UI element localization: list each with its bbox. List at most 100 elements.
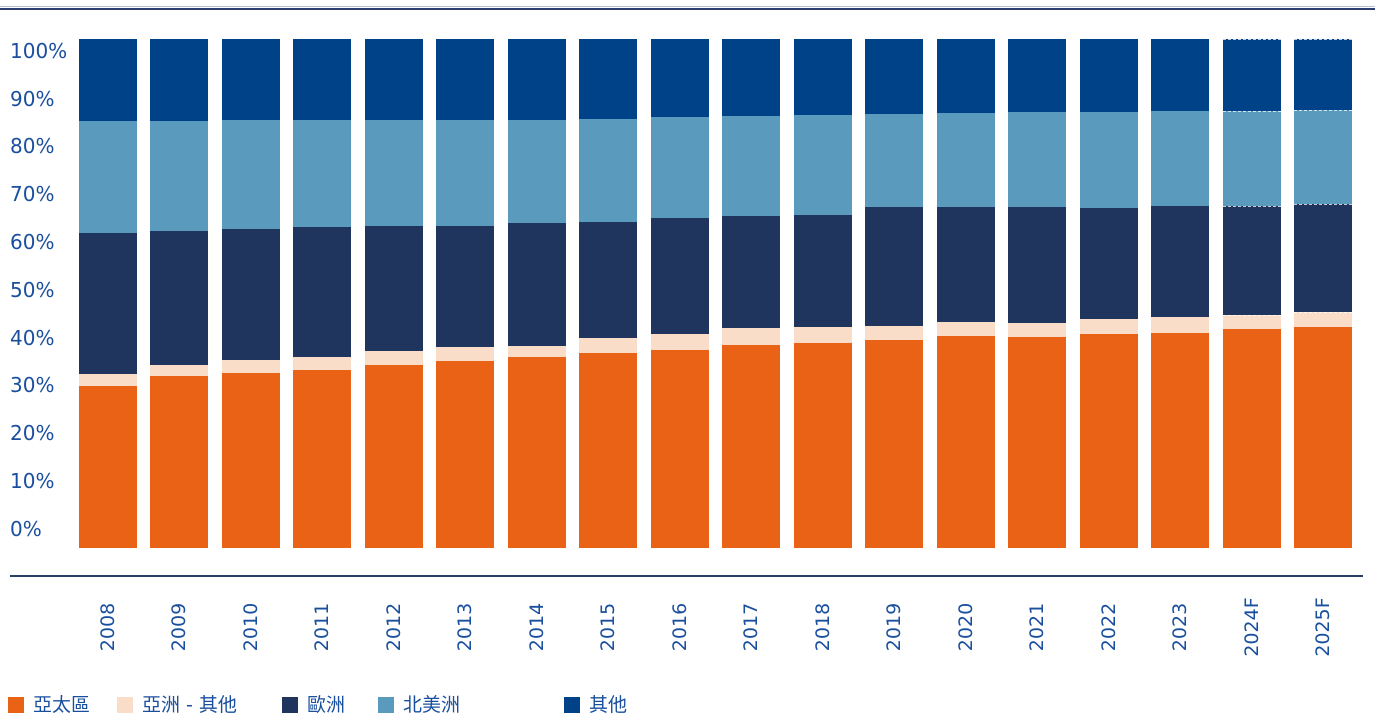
segment-asia-other [507,345,566,357]
segment-north-america [579,119,638,223]
segment-north-america [650,116,709,219]
bar-2020 [936,39,995,548]
legend-item-other: 其他 [564,694,627,716]
y-tick-label: 100% [10,38,68,63]
x-tick-label: 2012 [382,602,405,652]
segment-europe [507,223,566,346]
segment-asia-pacific [1222,329,1281,548]
segment-europe [579,222,638,339]
segment-asia-other [79,373,137,387]
segment-north-america [793,114,852,215]
legend-swatch-other [564,697,580,713]
segment-north-america [364,119,423,227]
legend: 亞太區 亞洲 - 其他 歐洲 北美洲 其他 [0,694,1375,718]
legend-item-asia-other: 亞洲 - 其他 [117,694,237,716]
x-tick-label: 2024F [1240,597,1263,657]
segment-asia-other [1151,316,1210,333]
segment-europe [936,207,995,322]
segment-europe [1008,207,1067,323]
segment-asia-other [865,326,924,340]
segment-north-america [1008,111,1067,208]
segment-asia-other [579,338,638,353]
segment-europe [1222,205,1281,315]
segment-north-america [221,120,280,230]
bar-2008 [79,39,137,548]
y-tick-label: 80% [10,134,55,159]
segment-other [936,39,995,113]
bar-2014 [507,39,566,548]
segment-asia-pacific [436,361,495,548]
segment-north-america [936,112,995,208]
segment-europe [364,226,423,351]
segment-north-america [150,120,209,231]
segment-other [1151,39,1210,112]
segment-other [79,39,137,121]
segment-asia-pacific [1008,337,1067,548]
segment-asia-other [650,334,709,350]
bar-2012 [364,39,423,548]
top-divider-light [0,6,1375,7]
segment-asia-other [436,347,495,362]
segment-other [436,39,495,121]
bars-container [79,39,1352,548]
legend-label-other: 其他 [589,694,628,716]
segment-north-america [1079,111,1138,208]
legend-swatch-europe [282,697,298,713]
bar-2013 [436,39,495,548]
segment-asia-pacific [936,335,995,548]
x-tick-label: 2013 [454,602,477,652]
x-tick-label: 2025F [1312,597,1334,657]
segment-north-america [436,120,495,226]
segment-europe [221,229,280,361]
segment-europe [722,215,781,329]
segment-north-america [507,119,566,224]
segment-asia-pacific [150,376,209,548]
x-tick-label: 2011 [311,602,334,652]
segment-other [1008,39,1067,112]
x-tick-label: 2016 [668,602,691,652]
bar-2022 [1079,39,1138,548]
x-tick-label: 2015 [597,602,620,652]
segment-europe [436,225,495,348]
bar-2025F [1294,39,1352,548]
x-tick-label: 2022 [1097,602,1120,652]
segment-europe [793,214,852,328]
y-tick-label: 20% [10,421,55,446]
segment-asia-pacific [579,352,638,548]
segment-asia-other [1079,319,1138,335]
legend-swatch-asia-pacific [8,697,24,713]
x-tick-label: 2014 [525,602,548,652]
segment-other [293,39,352,120]
legend-item-asia-pacific: 亞太區 [8,694,90,716]
segment-europe [1151,206,1210,317]
segment-asia-other [221,360,280,373]
segment-asia-other [1008,322,1067,338]
segment-other [1294,39,1352,111]
segment-north-america [1294,110,1352,204]
y-tick-label: 40% [10,325,55,350]
x-tick-label: 2009 [168,602,191,652]
legend-label-north-america: 北美洲 [403,694,461,716]
y-tick-label: 10% [10,468,55,493]
segment-other [793,39,852,115]
segment-europe [150,230,209,366]
legend-item-europe: 歐洲 [282,694,345,716]
x-tick-label: 2010 [239,602,262,652]
segment-asia-other [936,321,995,336]
segment-europe [865,207,924,327]
segment-asia-pacific [722,344,781,548]
x-tick-label: 2018 [811,602,834,652]
segment-other [579,39,638,120]
legend-swatch-asia-other [117,697,133,713]
segment-asia-pacific [793,342,852,548]
segment-other [722,39,781,116]
y-tick-label: 70% [10,182,55,207]
bar-2018 [793,39,852,548]
segment-north-america [1151,111,1210,207]
plot-area: 100% 90% 80% 70% 60% 50% 40% 30% 20% 10% 0% [10,38,1352,548]
segment-other [650,39,709,117]
bar-2011 [293,39,352,548]
segment-asia-pacific [650,349,709,548]
segment-other [1079,39,1138,112]
segment-other [364,39,423,120]
